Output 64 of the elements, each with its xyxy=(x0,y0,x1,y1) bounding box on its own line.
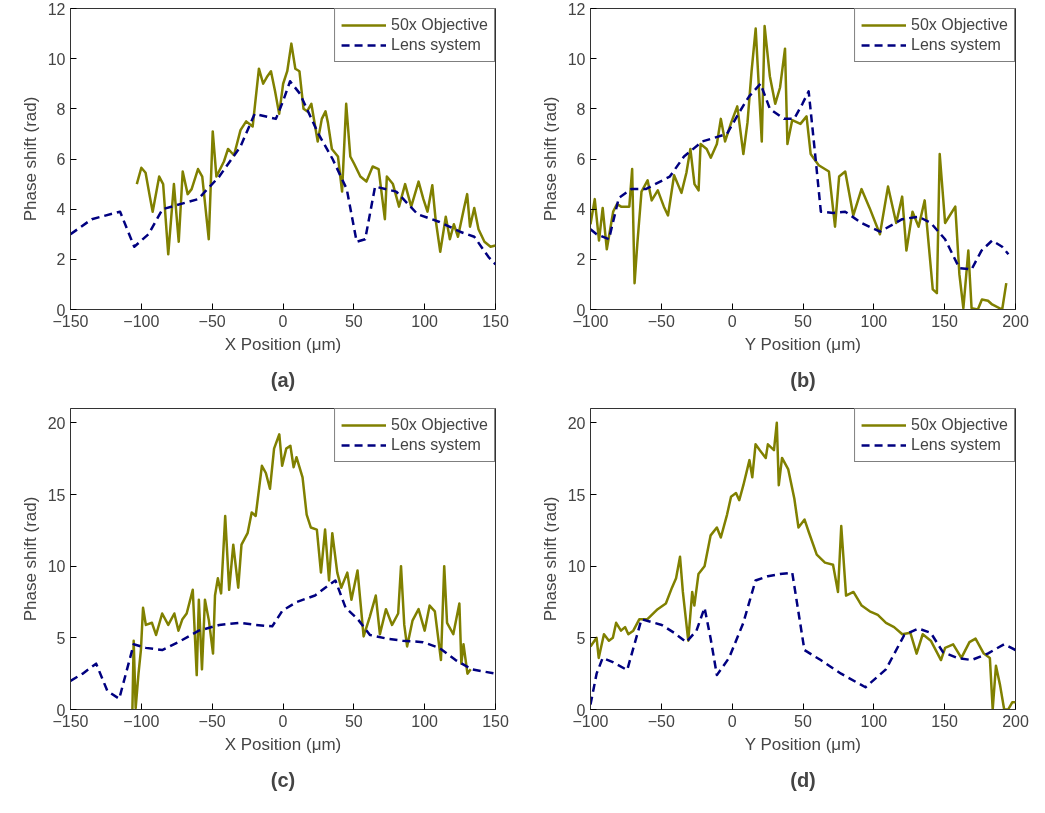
x-axis-title: X Position (μm) xyxy=(224,734,342,754)
x-tick-label: 50 xyxy=(794,712,812,730)
y-tick-label: 10 xyxy=(47,558,66,576)
x-tick-label: 100 xyxy=(860,712,888,730)
legend-label: Lens system xyxy=(391,36,481,54)
x-axis-title: Y Position (μm) xyxy=(744,334,861,354)
x-tick-label: 200 xyxy=(1002,312,1029,330)
text: (c) xyxy=(270,768,296,791)
text: (b) xyxy=(790,368,816,391)
y-tick-label: 10 xyxy=(47,50,66,68)
x-tick-label: 50 xyxy=(794,312,812,330)
x-tick-label: 150 xyxy=(482,312,509,330)
legend-label: 50x Objective xyxy=(911,416,1008,434)
x-tick-label: −50 xyxy=(647,712,676,730)
y-axis-title: Phase shift (rad) xyxy=(540,96,560,222)
legend-label: Lens system xyxy=(911,36,1001,54)
x-tick-label: −50 xyxy=(198,312,226,330)
y-tick-label: 15 xyxy=(47,486,66,504)
x-axis-title: Y Position (μm) xyxy=(744,734,861,754)
x-tick-label: −50 xyxy=(647,312,676,330)
x-tick-label: 150 xyxy=(482,712,509,730)
x-tick-label: 150 xyxy=(931,312,959,330)
y-tick-label: 6 xyxy=(576,151,586,168)
legend-label: Lens system xyxy=(391,436,481,454)
y-tick-label: 6 xyxy=(56,151,66,168)
x-tick-label: 50 xyxy=(344,312,363,330)
x-tick-label: 50 xyxy=(344,712,363,730)
x-axis-title: X Position (μm) xyxy=(224,334,342,354)
y-axis-title: Phase shift (rad) xyxy=(540,496,560,622)
x-tick-label: −50 xyxy=(198,712,226,730)
legend-label: 50x Objective xyxy=(911,16,1008,34)
y-tick-label: 5 xyxy=(56,629,66,647)
x-tick-label: 0 xyxy=(278,312,288,330)
text: (a) xyxy=(270,368,296,391)
y-tick-label: 12 xyxy=(47,0,66,18)
y-tick-label: 8 xyxy=(576,100,586,118)
y-tick-label: 2 xyxy=(56,251,66,269)
x-tick-label: 100 xyxy=(860,312,888,330)
x-tick-label: −100 xyxy=(123,312,160,330)
y-axis-title: Phase shift (rad) xyxy=(20,496,40,622)
x-tick-label: 150 xyxy=(931,712,959,730)
y-tick-label: 20 xyxy=(567,414,586,432)
y-tick-label: 4 xyxy=(56,201,66,219)
text: (d) xyxy=(790,768,816,791)
x-tick-label: 0 xyxy=(727,712,737,730)
legend-label: 50x Objective xyxy=(391,416,488,434)
legend-label: Lens system xyxy=(911,436,1001,454)
y-tick-label: 20 xyxy=(47,414,66,432)
x-tick-label: 100 xyxy=(411,712,439,730)
y-tick-label: 10 xyxy=(567,50,586,68)
x-tick-label: 100 xyxy=(411,312,439,330)
y-tick-label: 5 xyxy=(576,629,586,647)
y-axis-title: Phase shift (rad) xyxy=(20,96,40,222)
y-tick-label: 8 xyxy=(56,100,66,118)
y-tick-label: 12 xyxy=(567,0,586,18)
y-tick-label: 15 xyxy=(567,486,586,504)
legend-label: 50x Objective xyxy=(391,16,488,34)
y-tick-label: 10 xyxy=(567,558,586,576)
y-tick-label: 4 xyxy=(576,201,586,219)
x-tick-label: −100 xyxy=(123,712,160,730)
x-tick-label: 200 xyxy=(1002,712,1029,730)
x-tick-label: 0 xyxy=(278,712,288,730)
y-tick-label: 2 xyxy=(576,251,586,269)
x-tick-label: 0 xyxy=(727,312,737,330)
